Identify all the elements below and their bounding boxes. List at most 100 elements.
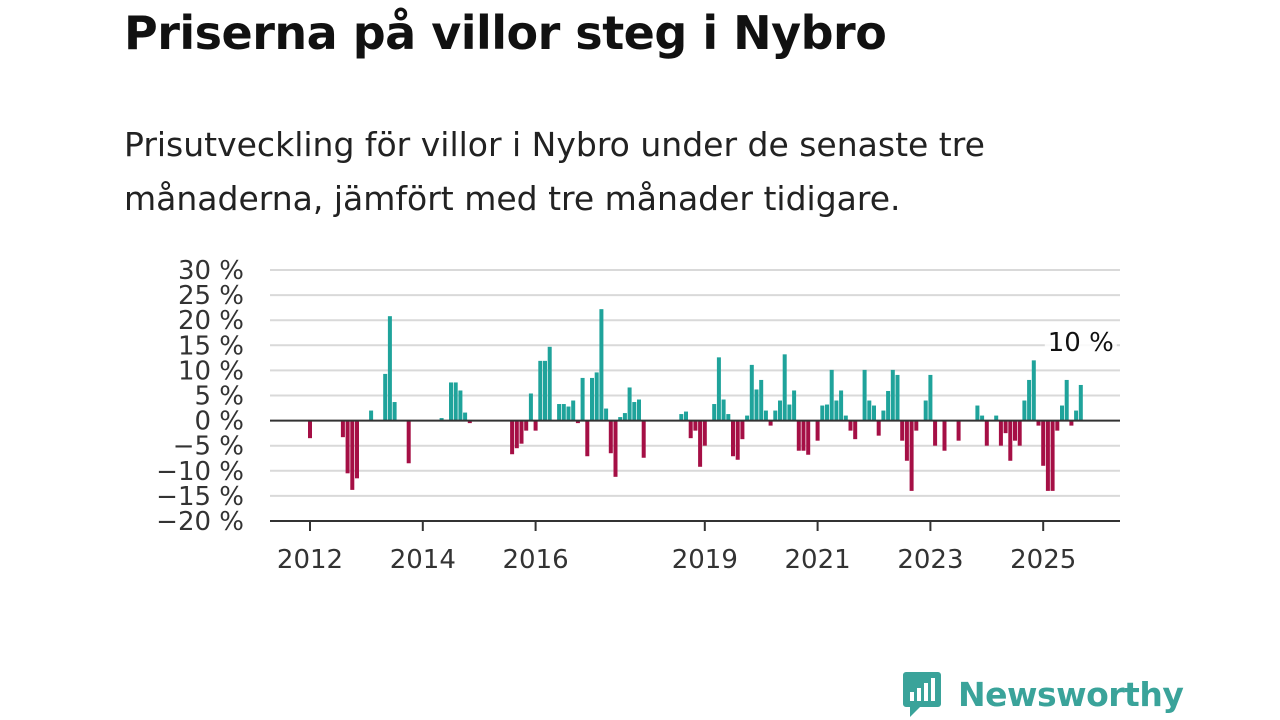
bar: [886, 390, 891, 421]
gridlines: [270, 269, 1120, 497]
bar: [933, 420, 938, 446]
bar: [975, 405, 980, 421]
bar: [1050, 420, 1055, 491]
bar: [848, 420, 853, 431]
bar: [1069, 420, 1074, 426]
chart-title: Priserna på villor steg i Nybro: [124, 6, 887, 60]
bar: [839, 390, 844, 421]
x-tick-label: 2019: [672, 545, 738, 575]
bar: [834, 400, 839, 421]
bar: [557, 404, 562, 421]
y-tick-label: 20 %: [178, 306, 244, 336]
bar: [787, 404, 792, 421]
bar: [571, 400, 576, 421]
chart-subtitle: Prisutveckling för villor i Nybro under …: [124, 125, 985, 218]
bar: [914, 420, 919, 431]
bar: [998, 420, 1003, 446]
x-tick-label: 2016: [503, 545, 569, 575]
bar: [528, 393, 533, 421]
bar: [928, 374, 933, 421]
bar: [1060, 405, 1064, 421]
bar: [679, 414, 684, 421]
bar: [1022, 400, 1027, 421]
bar: [806, 420, 811, 455]
bar: [1003, 420, 1008, 434]
bar: [467, 420, 472, 424]
y-tick-label: 0 %: [194, 407, 244, 437]
bar: [716, 357, 721, 421]
bar: [406, 420, 411, 464]
bar: [768, 420, 773, 426]
bar: [1074, 410, 1079, 421]
bar-series: [308, 309, 1083, 491]
bar: [561, 404, 566, 421]
bar: [383, 373, 388, 421]
labels: 30 %25 %20 %15 %10 %5 %0 %−5 %−10 %−15 %…: [156, 256, 1117, 575]
x-tick-label: 2021: [785, 545, 851, 575]
bar: [514, 420, 519, 449]
bar: [622, 413, 627, 421]
y-tick-label: 25 %: [178, 281, 244, 311]
x-tick-label: 2012: [277, 545, 343, 575]
brand-name: Newsworthy: [958, 674, 1184, 714]
bar: [345, 420, 350, 474]
bar: [608, 420, 613, 454]
bar: [387, 316, 392, 421]
bar: [900, 420, 905, 441]
y-tick-label: 10 %: [178, 356, 244, 386]
bar: [1031, 360, 1036, 421]
last-value-annotation: 10 %: [1048, 328, 1114, 358]
bar: [533, 420, 538, 431]
bar: [1036, 420, 1041, 426]
y-tick-label: 15 %: [178, 331, 244, 361]
bar: [566, 406, 571, 421]
bar: [637, 399, 641, 421]
bar: [1045, 420, 1050, 491]
bar: [745, 415, 750, 421]
bar: [688, 420, 693, 439]
bar: [308, 420, 312, 439]
bar: [759, 379, 764, 421]
x-tick-label: 2025: [1010, 545, 1076, 575]
bar: [599, 309, 604, 421]
brand-footer: Newsworthy: [902, 670, 1184, 718]
annotation-background: [1044, 326, 1117, 358]
bar: [1055, 420, 1060, 431]
bar: [590, 377, 594, 421]
bar: [510, 420, 515, 455]
bar: [1017, 420, 1022, 446]
y-tick-label: 30 %: [178, 256, 244, 286]
bar: [876, 420, 881, 436]
bar: [355, 420, 359, 479]
bar: [763, 410, 768, 421]
bar: [843, 415, 848, 421]
x-tick-label: 2023: [897, 545, 963, 575]
bar: [594, 372, 599, 421]
bar: [524, 420, 529, 431]
bar: [740, 420, 745, 440]
bar: [1027, 379, 1032, 421]
bar: [867, 400, 872, 421]
bar: [580, 377, 585, 421]
bar: [735, 420, 740, 460]
bar: [895, 374, 900, 421]
bar: [439, 418, 444, 421]
y-tick-label: 5 %: [194, 382, 244, 412]
bar: [726, 414, 731, 421]
bar: [632, 402, 637, 421]
bar: [575, 420, 580, 424]
bar: [909, 420, 914, 491]
bar: [820, 405, 825, 421]
bar: [942, 420, 947, 451]
x-tick-label: 2014: [390, 545, 456, 575]
bar: [778, 400, 782, 421]
bar: [825, 404, 829, 421]
bar: [782, 354, 787, 421]
bar: [1013, 420, 1017, 441]
bar: [731, 420, 735, 457]
bar: [1008, 420, 1013, 461]
bar: [604, 408, 609, 421]
bar: [613, 420, 618, 477]
bar: [543, 360, 547, 421]
